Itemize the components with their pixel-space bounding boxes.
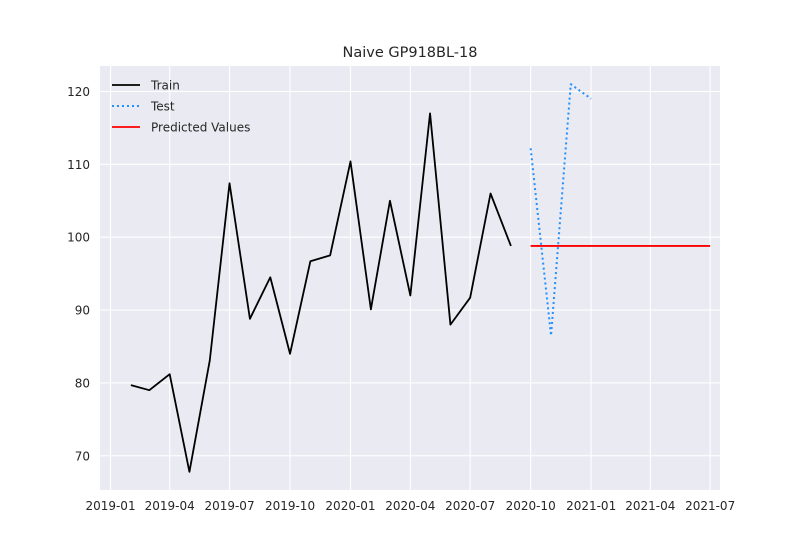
x-tick-label: 2021-07 — [685, 499, 735, 513]
x-tick-label: 2020-04 — [385, 499, 435, 513]
y-tick-label: 120 — [67, 85, 90, 99]
x-tick-label: 2020-10 — [506, 499, 556, 513]
legend-label: Train — [150, 79, 180, 93]
x-tick-label: 2019-01 — [85, 499, 135, 513]
series-line-train — [130, 112, 512, 473]
y-gridlines — [100, 90, 720, 457]
x-tick-label: 2021-01 — [566, 499, 616, 513]
y-tick-labels: 70 80 90 100 110 120 — [67, 85, 90, 463]
x-tick-labels: 2019-01 2019-04 2019-07 2019-10 2020-01 2020-… — [85, 499, 735, 513]
x-tick-label: 2019-04 — [145, 499, 195, 513]
legend-label: Test — [150, 100, 175, 114]
y-tick-label: 90 — [75, 304, 90, 318]
x-tick-label: 2020-07 — [445, 499, 495, 513]
y-tick-label: 110 — [67, 158, 90, 172]
series-layer — [130, 83, 711, 473]
y-tick-label: 80 — [75, 376, 90, 390]
y-tick-label: 100 — [67, 231, 90, 245]
y-tick-label: 70 — [75, 449, 90, 463]
x-gridlines — [109, 66, 711, 490]
legend: Train Test Predicted Values — [112, 79, 250, 135]
x-tick-label: 2019-10 — [265, 499, 315, 513]
x-tick-label: 2021-04 — [625, 499, 675, 513]
x-tick-label: 2019-07 — [204, 499, 254, 513]
legend-label: Predicted Values — [151, 121, 250, 135]
x-tick-label: 2020-01 — [325, 499, 375, 513]
chart-title: Naive GP918BL-18 — [343, 45, 478, 61]
